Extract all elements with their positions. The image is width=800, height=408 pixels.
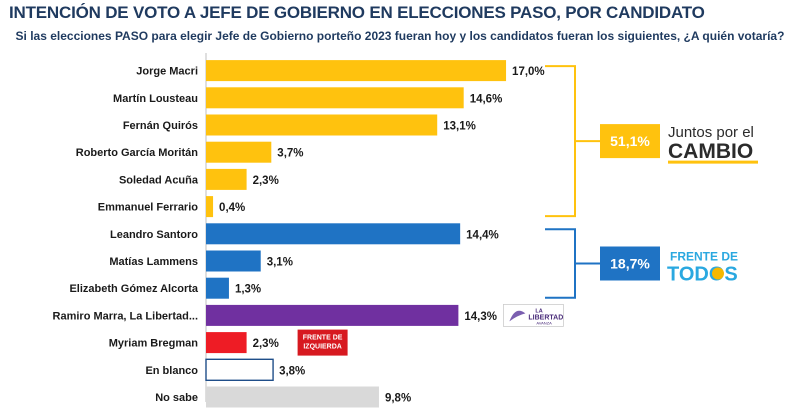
bar: [206, 223, 461, 245]
value-label: 2,3%: [253, 175, 279, 187]
value-label: 2,3%: [253, 338, 279, 350]
value-label: 3,8%: [279, 365, 305, 377]
value-label: 9,8%: [385, 393, 411, 405]
category-label: En blanco: [145, 365, 198, 377]
chart-subtitle: Si las elecciones PASO para elegir Jefe …: [15, 29, 785, 43]
libertad-logo-text: LIBERTAD: [528, 314, 563, 321]
category-label: Fernán Quirós: [123, 120, 198, 132]
bar: [206, 60, 507, 82]
group-total-box: [600, 246, 660, 281]
bar: [206, 277, 229, 299]
value-label: 13,1%: [443, 121, 476, 133]
category-label: Martín Lousteau: [113, 93, 198, 105]
chart-title: INTENCIÓN DE VOTO A JEFE DE GOBIERNO EN …: [9, 3, 705, 22]
value-label: 1,3%: [235, 284, 261, 296]
category-label: Myriam Bregman: [109, 338, 199, 350]
libertad-logo-frame: [502, 303, 564, 327]
category-label: Emmanuel Ferrario: [98, 202, 199, 214]
libertad-logo-small: AVANZA: [536, 320, 552, 325]
bar: [206, 114, 438, 136]
group-bracket: [545, 65, 576, 218]
category-label: Ramiro Marra, La Libertad...: [53, 310, 198, 322]
fit-logo-frame: [297, 329, 348, 356]
bar: [206, 332, 247, 354]
value-label: 14,6%: [470, 93, 503, 105]
bar: [206, 250, 261, 272]
group-logo-bottom: TODOS: [667, 264, 738, 286]
category-label: Elizabeth Gómez Alcorta: [69, 283, 198, 295]
category-label: No sabe: [155, 392, 198, 404]
category-label: Jorge Macri: [136, 66, 198, 78]
value-label: 14,3%: [464, 311, 497, 323]
bar: [205, 358, 274, 381]
group-logo-top: Juntos por el: [668, 124, 754, 141]
group-logo-top: FRENTE DE: [670, 250, 738, 264]
libertad-logo-top: LA: [535, 308, 542, 314]
libertad-wing-icon: [509, 310, 526, 322]
group-bracket: [545, 228, 576, 299]
bar: [206, 168, 247, 190]
value-label: 14,4%: [466, 229, 499, 241]
sun-icon: [712, 267, 724, 280]
group-total-box: [600, 124, 660, 159]
value-label: 3,7%: [277, 148, 303, 160]
fit-logo-bottom: IZQUIERDA: [303, 344, 342, 351]
bar: [206, 141, 272, 163]
group-total-label: 51,1%: [610, 133, 650, 149]
bar: [206, 304, 459, 326]
category-label: Soledad Acuña: [119, 174, 199, 186]
bar: [206, 87, 464, 109]
group-logo-bottom: CAMBIO: [668, 140, 753, 163]
value-label: 17,0%: [512, 66, 545, 78]
group-total-label: 18,7%: [610, 256, 650, 272]
category-label: Leandro Santoro: [110, 229, 198, 241]
category-label: Roberto García Moritán: [76, 147, 199, 159]
fit-logo-top: FRENTE DE: [303, 335, 343, 342]
category-label: Matías Lammens: [109, 256, 198, 268]
value-label: 0,4%: [219, 202, 245, 214]
bar: [206, 196, 214, 218]
value-label: 3,1%: [267, 257, 293, 269]
bar: [206, 386, 379, 408]
